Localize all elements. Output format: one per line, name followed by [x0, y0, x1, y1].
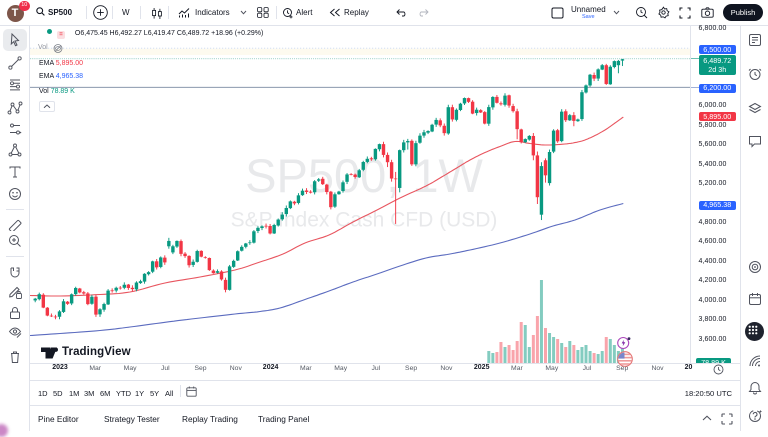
svg-text:SP500, 1W: SP500, 1W — [245, 149, 483, 202]
svg-text:S&P Index Cash CFD (USD): S&P Index Cash CFD (USD) — [231, 209, 498, 232]
